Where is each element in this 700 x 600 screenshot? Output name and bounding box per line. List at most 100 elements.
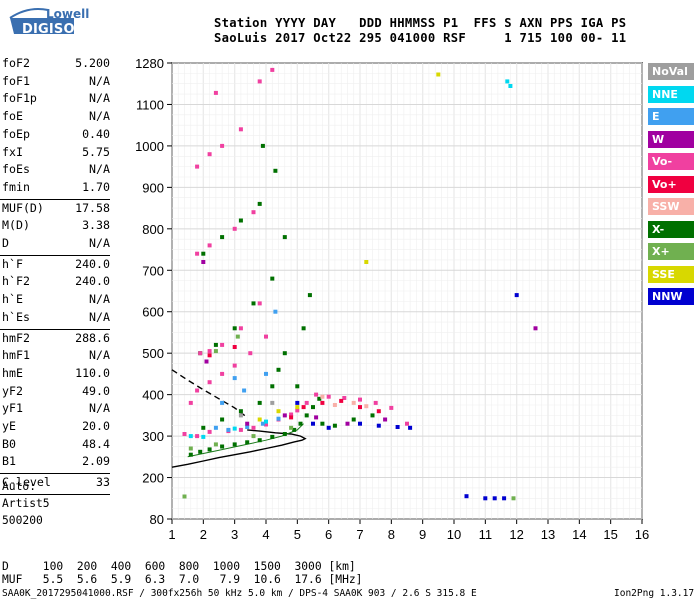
x-tick-label: 6	[325, 527, 332, 542]
param-label: B1	[2, 454, 16, 469]
echo-point-vo	[358, 405, 362, 410]
echo-point-x	[282, 351, 287, 356]
echo-point-x	[220, 235, 225, 240]
header-labels: Station YYYY DAY DDD HHMMSS P1 FFS S AXN…	[214, 16, 627, 30]
param-value: 2.09	[82, 454, 110, 469]
param-value: 17.58	[75, 200, 110, 215]
param-separator	[0, 493, 110, 495]
x-tick-label: 1	[168, 527, 175, 542]
param-value: 5.75	[82, 144, 110, 159]
param-value: 49.0	[82, 383, 110, 398]
param-label: h`F2	[2, 274, 30, 289]
param-separator	[0, 473, 110, 475]
param-value: N/A	[89, 348, 110, 363]
echo-point-vo	[238, 326, 243, 331]
curve-valley	[171, 369, 248, 418]
param-label: fmin	[2, 179, 30, 194]
echo-point-noval	[270, 400, 275, 405]
digisonde-logo: Lowell DIGISONDE	[8, 4, 106, 44]
echo-point-vo	[188, 400, 193, 405]
legend-item-w: W	[648, 130, 694, 148]
echo-point-vo	[207, 429, 212, 434]
param-label: h`E	[2, 292, 23, 307]
param-label: B0	[2, 436, 16, 451]
y-tick-label: 800	[142, 222, 164, 237]
echo-point-w	[201, 260, 206, 264]
x-tick-label: 5	[294, 527, 301, 542]
echo-point-nnw	[376, 423, 381, 428]
echo-point-x	[282, 432, 287, 436]
echo-point-sse	[257, 417, 262, 422]
param-label: foE	[2, 109, 23, 124]
echo-point-x	[270, 384, 275, 389]
param-label: yE	[2, 419, 16, 433]
x-tick-label: 3	[231, 527, 238, 542]
echo-point-vo	[220, 371, 225, 376]
param-fof1p: foF1p N/A	[2, 91, 110, 109]
echo-point-x	[260, 143, 265, 148]
echo-point-vo	[207, 243, 212, 248]
echo-point-x	[270, 434, 275, 439]
param-value: 110.0	[75, 365, 110, 380]
echo-point-vo	[238, 427, 243, 432]
echo-point-w	[314, 415, 319, 420]
param-label: foEs	[2, 162, 30, 177]
param-value: 48.4	[82, 436, 110, 451]
echo-point-e	[260, 421, 265, 426]
param-fof2: foF2 5.200	[2, 56, 110, 74]
echo-point-vo	[326, 394, 331, 399]
echo-point-vo	[238, 127, 243, 132]
echo-point-vo	[389, 405, 394, 410]
param-separator	[0, 198, 110, 200]
echo-point-e	[264, 371, 268, 376]
echo-point-vo	[339, 398, 344, 403]
echo-point-vo	[207, 353, 212, 358]
echo-point-e	[276, 416, 281, 421]
echo-point-ssw	[351, 400, 356, 405]
echo-point-vo	[207, 152, 212, 157]
param-value: N/A	[89, 292, 110, 307]
param-value: 0.40	[82, 126, 110, 141]
y-tick-label: 700	[142, 263, 164, 278]
echo-point-vo	[257, 301, 262, 306]
x-tick-label: 10	[447, 527, 461, 542]
param-ye: yE 20.0	[2, 419, 110, 437]
echo-point-vo	[320, 400, 325, 405]
echo-point-x	[270, 276, 275, 281]
echo-point-x	[198, 449, 203, 454]
param-value: N/A	[89, 162, 110, 177]
param-label: h`Es	[2, 309, 30, 324]
echo-point-nnw	[311, 421, 315, 426]
echo-point-nne	[264, 419, 268, 424]
echo-point-vo	[213, 90, 218, 95]
y-tick-label: 200	[142, 471, 164, 486]
y-tick-label: 300	[142, 429, 164, 444]
echo-point-x	[511, 496, 516, 501]
echo-point-vo	[251, 210, 256, 215]
legend-item-noval: NoVal	[648, 63, 694, 80]
logo-text-digisonde: DIGISONDE	[22, 22, 106, 37]
param-value: 240.0	[75, 256, 110, 271]
param-value: 3.38	[82, 218, 110, 233]
software-version: Ion2Png 1.3.17	[614, 588, 695, 599]
param-hf: h`F 240.0	[2, 257, 110, 275]
echo-point-x	[251, 301, 256, 306]
echo-point-nne	[508, 84, 513, 88]
y-tick-label: 1100	[136, 97, 164, 112]
x-tick-label: 12	[509, 527, 523, 542]
echo-point-ssw	[320, 394, 325, 399]
legend-item-ssw: SSW	[648, 198, 694, 215]
echo-point-x	[220, 444, 225, 449]
x-tick-label: 15	[603, 527, 617, 542]
param-label: M(D)	[2, 218, 30, 233]
distance-row: D 100 200 400 600 800 1000 1500 3000 [km…	[2, 560, 356, 573]
legend-item-x: X+	[648, 243, 694, 260]
echo-point-w	[533, 326, 538, 331]
param-separator	[0, 254, 110, 256]
param-hme: hmE 110.0	[2, 366, 110, 384]
param-foe: foE N/A	[2, 109, 110, 127]
param-value: N/A	[89, 91, 110, 106]
param-label: hmE	[2, 365, 23, 380]
legend-item-vo: Vo-	[648, 153, 694, 170]
param-md: M(D) 3.38	[2, 218, 110, 236]
